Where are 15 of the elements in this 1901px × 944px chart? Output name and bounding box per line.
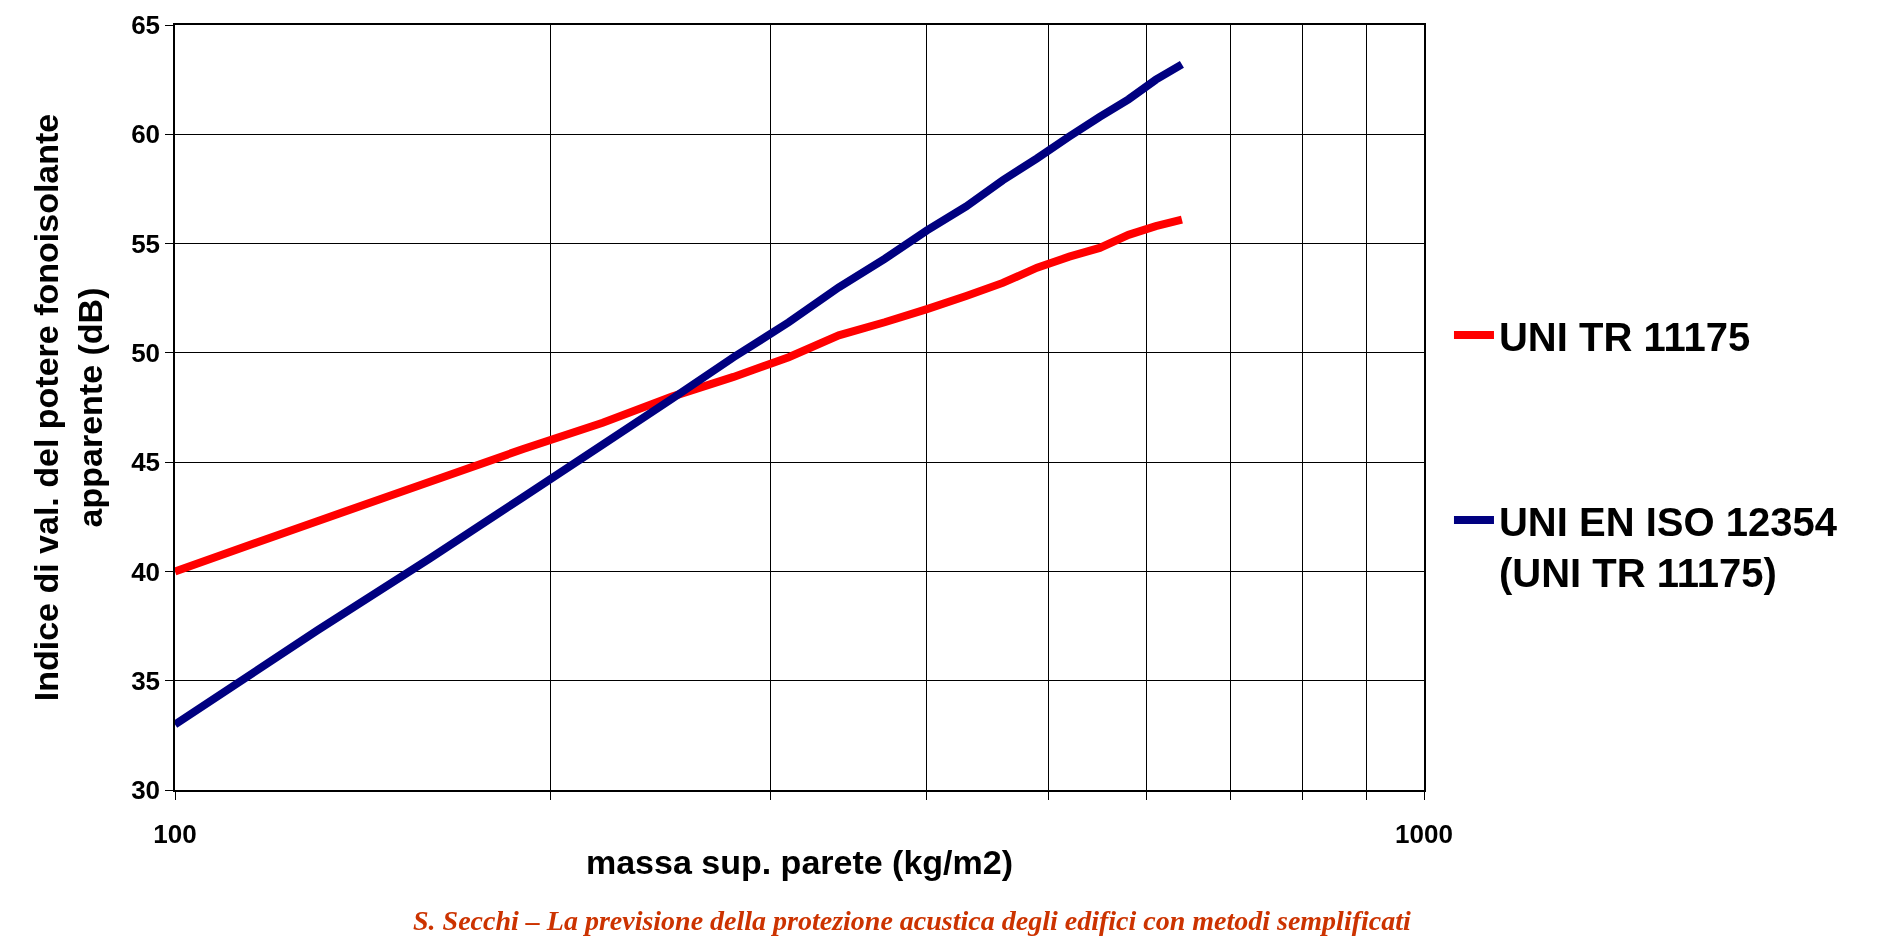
y-tick-label: 55 [131,228,161,259]
text: S. Secchi – La previsione della protezione acustica degli edifici con metodi semplificati [413,905,1411,936]
y-axis-title: Indice di val. del potere fonoisolante apparente (dB) [27,113,110,702]
legend-label: UNI EN ISO 12354 (UNI TR 11175) [1498,499,1838,596]
x-axis-title: massa sup. parete (kg/m2) [585,842,1014,881]
legend-label: UNI TR 11175 [1498,314,1751,359]
y-tick-label: 60 [131,119,161,150]
y-tick-label: 30 [131,775,161,806]
x-tick-label: 1000 [1395,818,1453,849]
y-tick-label: 35 [131,665,161,696]
x-tick-label: 100 [153,818,197,849]
y-tick-label: 45 [131,447,161,478]
y-tick-label: 65 [131,10,161,41]
y-tick-label: 40 [131,556,161,587]
y-tick-label: 50 [131,337,161,368]
